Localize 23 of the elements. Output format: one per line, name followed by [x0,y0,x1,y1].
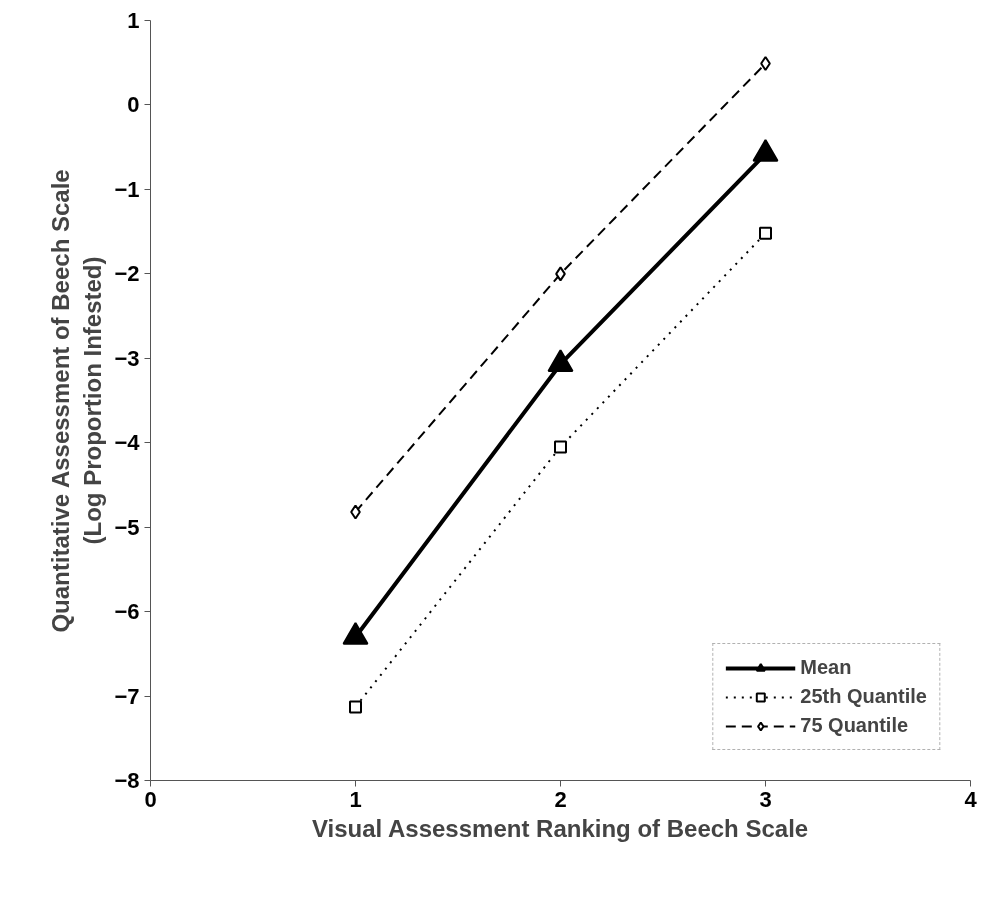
x-tick-label: 3 [759,786,772,812]
y-tick-label: 0 [127,92,140,118]
x-axis-title: Visual Assessment Ranking of Beech Scale [311,814,809,842]
y-tick-label: −6 [114,599,140,625]
y-axis-title: Quantitative Assessment of Beech Scale (Log Proportion Infested) [47,169,107,633]
x-tick-label: 1 [349,786,362,812]
legend-label: Mean [800,656,852,679]
y-tick-label: −3 [114,345,140,371]
y-tick-label: −4 [114,430,141,456]
point [349,700,362,714]
point [554,440,567,454]
x-tick-label: 2 [554,786,567,812]
y-tick-label: −2 [114,261,140,287]
x-tick-label: 0 [144,786,157,812]
legend-label: 25th Quantile [800,685,927,708]
legend-label: 75 Quantile [800,714,909,737]
x-tick-label: 4 [964,786,978,812]
point [759,226,772,240]
y-tick-label: −5 [114,514,140,540]
y-tick-label: −8 [114,768,140,793]
y-tick-label: −7 [114,683,140,709]
y-tick-label: 1 [127,8,140,33]
y-tick-label: −1 [114,176,140,202]
